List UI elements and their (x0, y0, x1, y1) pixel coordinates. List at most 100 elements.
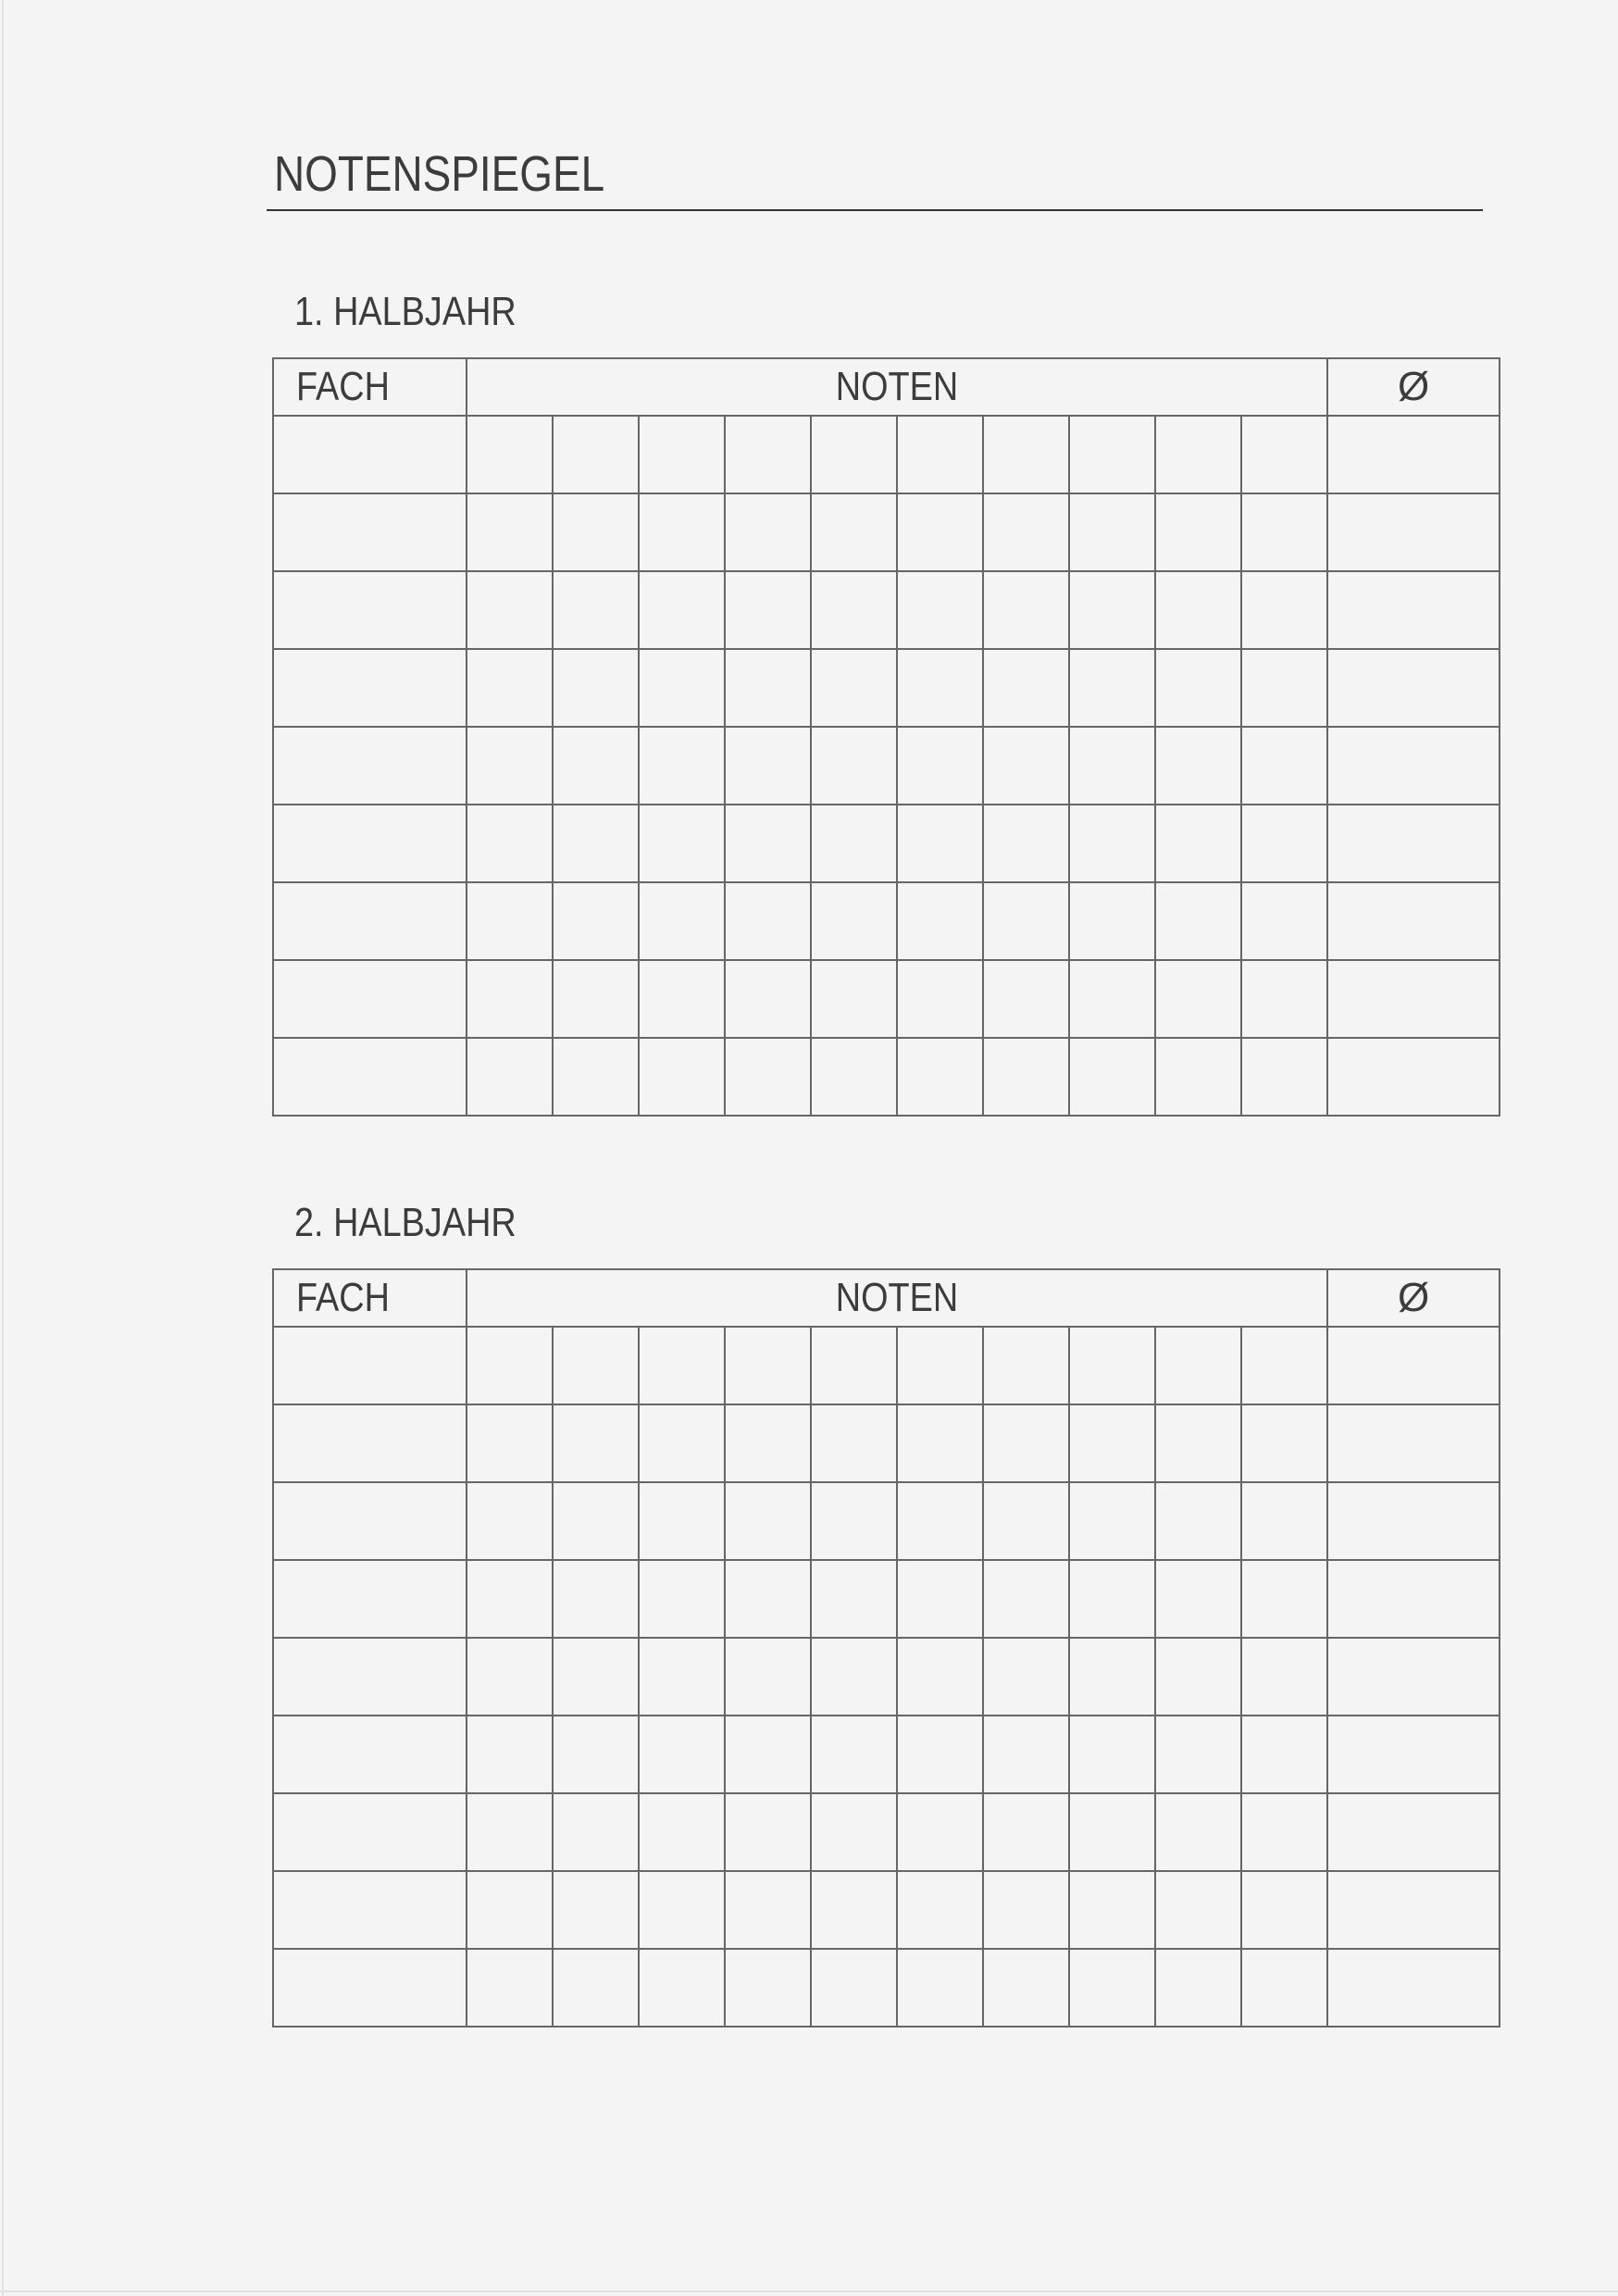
grade-cell[interactable] (810, 648, 898, 728)
grade-cell[interactable] (638, 1326, 726, 1405)
grade-cell[interactable] (638, 570, 726, 650)
subject-cell[interactable] (272, 493, 467, 572)
grade-cell[interactable] (1068, 881, 1156, 961)
grade-cell[interactable] (982, 415, 1070, 494)
average-cell[interactable] (1326, 415, 1501, 494)
grade-cell[interactable] (810, 1948, 898, 2028)
grade-cell[interactable] (982, 959, 1070, 1039)
grade-cell[interactable] (896, 804, 984, 883)
grade-cell[interactable] (896, 1037, 984, 1117)
grade-cell[interactable] (552, 493, 640, 572)
grade-cell[interactable] (552, 1637, 640, 1716)
subject-cell[interactable] (272, 1870, 467, 1950)
average-cell[interactable] (1326, 1870, 1501, 1950)
grade-cell[interactable] (896, 1715, 984, 1794)
grade-cell[interactable] (1239, 1637, 1329, 1716)
grade-cell[interactable] (638, 1404, 726, 1483)
subject-cell[interactable] (272, 1481, 467, 1561)
grade-cell[interactable] (1068, 804, 1156, 883)
grade-cell[interactable] (638, 804, 726, 883)
grade-cell[interactable] (638, 1037, 726, 1117)
grade-cell[interactable] (724, 1637, 812, 1716)
subject-cell[interactable] (272, 726, 467, 805)
grade-cell[interactable] (724, 570, 812, 650)
grade-cell[interactable] (810, 1715, 898, 1794)
grade-cell[interactable] (638, 726, 726, 805)
grade-cell[interactable] (982, 881, 1070, 961)
grade-cell[interactable] (552, 648, 640, 728)
grade-cell[interactable] (638, 1715, 726, 1794)
average-cell[interactable] (1326, 648, 1501, 728)
grade-cell[interactable] (724, 959, 812, 1039)
grade-cell[interactable] (982, 1948, 1070, 2028)
grade-cell[interactable] (1068, 959, 1156, 1039)
grade-cell[interactable] (1239, 648, 1329, 728)
average-cell[interactable] (1326, 1326, 1501, 1405)
grade-cell[interactable] (552, 1326, 640, 1405)
average-cell[interactable] (1326, 1715, 1501, 1794)
grade-cell[interactable] (982, 1637, 1070, 1716)
grade-cell[interactable] (896, 570, 984, 650)
grade-cell[interactable] (466, 1715, 554, 1794)
grade-cell[interactable] (982, 1715, 1070, 1794)
grade-cell[interactable] (638, 1481, 726, 1561)
grade-cell[interactable] (638, 1948, 726, 2028)
grade-cell[interactable] (1068, 493, 1156, 572)
average-cell[interactable] (1326, 881, 1501, 961)
grade-cell[interactable] (638, 1792, 726, 1872)
subject-cell[interactable] (272, 1404, 467, 1483)
grade-cell[interactable] (1239, 1559, 1329, 1639)
grade-cell[interactable] (552, 1481, 640, 1561)
grade-cell[interactable] (724, 726, 812, 805)
subject-cell[interactable] (272, 1637, 467, 1716)
grade-cell[interactable] (1154, 726, 1242, 805)
grade-cell[interactable] (810, 881, 898, 961)
grade-cell[interactable] (1154, 1404, 1242, 1483)
grade-cell[interactable] (1154, 648, 1242, 728)
grade-cell[interactable] (552, 881, 640, 961)
grade-cell[interactable] (810, 1637, 898, 1716)
grade-cell[interactable] (1154, 1037, 1242, 1117)
grade-cell[interactable] (1154, 959, 1242, 1039)
grade-cell[interactable] (1154, 1326, 1242, 1405)
grade-cell[interactable] (1068, 1404, 1156, 1483)
grade-cell[interactable] (466, 881, 554, 961)
grade-cell[interactable] (896, 493, 984, 572)
average-cell[interactable] (1326, 959, 1501, 1039)
grade-cell[interactable] (982, 1481, 1070, 1561)
grade-cell[interactable] (1154, 1715, 1242, 1794)
grade-cell[interactable] (896, 648, 984, 728)
grade-cell[interactable] (896, 726, 984, 805)
grade-cell[interactable] (1068, 1870, 1156, 1950)
average-cell[interactable] (1326, 1559, 1501, 1639)
grade-cell[interactable] (896, 1948, 984, 2028)
grade-cell[interactable] (466, 1481, 554, 1561)
subject-cell[interactable] (272, 804, 467, 883)
grade-cell[interactable] (466, 1326, 554, 1405)
grade-cell[interactable] (896, 1404, 984, 1483)
grade-cell[interactable] (724, 1037, 812, 1117)
grade-cell[interactable] (1068, 1637, 1156, 1716)
grade-cell[interactable] (1154, 1559, 1242, 1639)
grade-cell[interactable] (1154, 415, 1242, 494)
grade-cell[interactable] (1154, 493, 1242, 572)
grade-cell[interactable] (724, 881, 812, 961)
grade-cell[interactable] (810, 1870, 898, 1950)
grade-cell[interactable] (466, 415, 554, 494)
grade-cell[interactable] (552, 415, 640, 494)
grade-cell[interactable] (466, 1870, 554, 1950)
grade-cell[interactable] (724, 415, 812, 494)
grade-cell[interactable] (1239, 1870, 1329, 1950)
grade-cell[interactable] (466, 1637, 554, 1716)
grade-cell[interactable] (724, 648, 812, 728)
grade-cell[interactable] (552, 1037, 640, 1117)
grade-cell[interactable] (1068, 1715, 1156, 1794)
grade-cell[interactable] (1239, 570, 1329, 650)
grade-cell[interactable] (1154, 881, 1242, 961)
subject-cell[interactable] (272, 1792, 467, 1872)
grade-cell[interactable] (1154, 804, 1242, 883)
grade-cell[interactable] (466, 1948, 554, 2028)
grade-cell[interactable] (1239, 415, 1329, 494)
subject-cell[interactable] (272, 1037, 467, 1117)
grade-cell[interactable] (810, 570, 898, 650)
